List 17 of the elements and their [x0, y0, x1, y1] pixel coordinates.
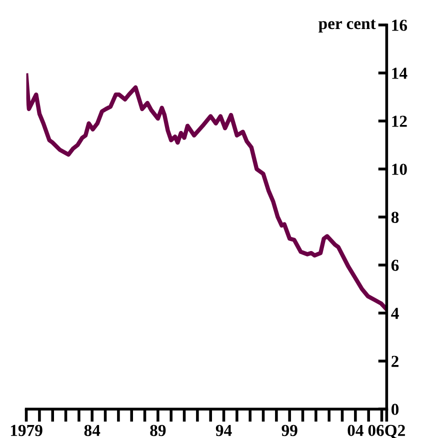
- y-tick-label: 2: [392, 356, 398, 367]
- line-series: [26, 73, 387, 312]
- y-tick-label: 16: [392, 20, 408, 31]
- y-tick-label: 14: [392, 68, 408, 79]
- y-tick-label: 10: [392, 164, 407, 175]
- y-tick-label: 6: [391, 260, 399, 271]
- y-tick-label: 8: [391, 212, 399, 223]
- x-tick-label: 1979: [10, 424, 42, 436]
- x-tick-label: 84: [84, 424, 100, 436]
- y-tick-label: 0: [391, 404, 399, 416]
- x-tick-label: 94: [216, 424, 232, 436]
- y-tick-label: 4: [391, 308, 399, 319]
- x-tick-label: 04: [348, 424, 364, 436]
- x-tick-label: 99: [282, 424, 298, 436]
- y-axis-title: per cent: [318, 20, 376, 33]
- x-tick-label: 89: [150, 424, 166, 436]
- y-tick-label: 12: [392, 116, 407, 127]
